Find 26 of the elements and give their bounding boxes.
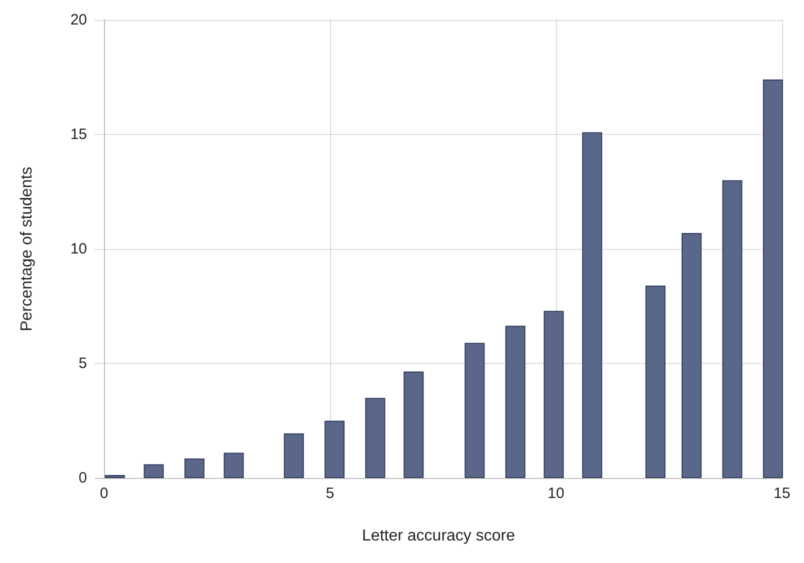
y-tick-label: 15 — [70, 126, 87, 143]
bar — [544, 310, 564, 478]
y-tick-label: 0 — [78, 470, 87, 486]
x-tick-label: 5 — [326, 485, 334, 502]
bar — [645, 286, 666, 478]
bar — [365, 398, 386, 478]
bar — [404, 372, 424, 478]
y-axis-title: Percentage of students — [18, 166, 36, 332]
bar — [762, 80, 783, 478]
bar — [682, 232, 702, 478]
bar — [184, 458, 204, 478]
bar — [582, 132, 602, 478]
bar — [144, 464, 164, 478]
x-tick-label: 10 — [548, 485, 564, 502]
bar — [324, 420, 345, 478]
x-tick-label: 0 — [100, 485, 108, 502]
y-tick-label: 10 — [70, 240, 87, 258]
bar — [224, 452, 244, 478]
bar — [505, 326, 526, 478]
bar — [722, 180, 742, 478]
x-tick-label: 15 — [774, 485, 790, 502]
y-tick-label: 5 — [78, 355, 87, 372]
bar — [284, 433, 304, 478]
x-axis-title: Letter accuracy score — [362, 528, 516, 544]
y-tick-label: 20 — [70, 12, 87, 28]
bar — [464, 342, 485, 478]
